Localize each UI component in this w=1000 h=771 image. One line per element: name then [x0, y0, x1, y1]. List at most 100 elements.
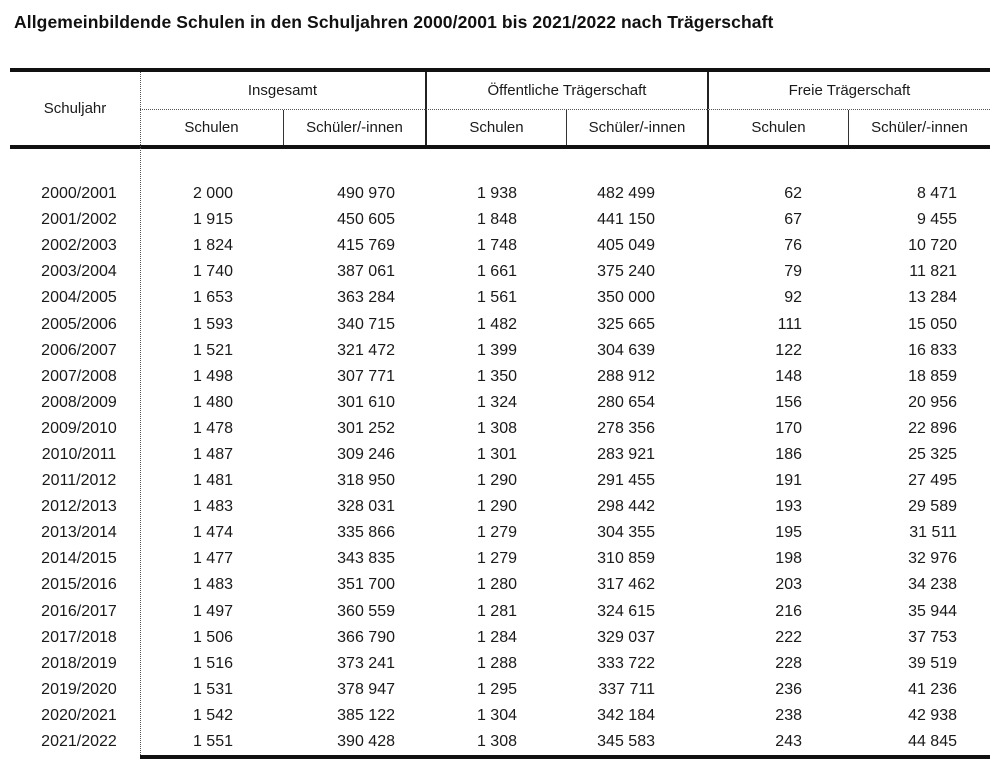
table-row: 2014/2015 1 477 343 835 1 279 310 859 19…	[10, 546, 990, 572]
cell-oeffentliche-schueler: 317 462	[597, 576, 655, 594]
cell-oeffentliche-schueler: 375 240	[597, 263, 655, 281]
cell-freie-schueler: 37 753	[908, 628, 957, 646]
cell-schuljahr: 2014/2015	[41, 550, 117, 568]
cell-freie-schueler: 27 495	[908, 472, 957, 490]
cell-freie-schulen: 186	[775, 445, 802, 463]
cell-insgesamt-schulen: 1 551	[192, 733, 233, 751]
cell-schuljahr: 2015/2016	[41, 576, 117, 594]
cell-insgesamt-schulen: 1 915	[192, 211, 233, 229]
cell-oeffentliche-schulen: 1 482	[476, 315, 517, 333]
column-header-freie-schueler: Schüler/-innen	[848, 110, 990, 145]
cell-freie-schueler: 34 238	[908, 576, 957, 594]
cell-oeffentliche-schueler: 333 722	[597, 654, 655, 672]
table-row: 2020/2021 1 542 385 122 1 304 342 184 23…	[10, 703, 990, 729]
column-header-insgesamt-schulen: Schulen	[184, 119, 239, 136]
cell-freie-schueler: 13 284	[908, 289, 957, 307]
cell-freie-schulen: 243	[775, 733, 802, 751]
cell-oeffentliche-schulen: 1 661	[476, 263, 517, 281]
table-bottom-rule	[140, 755, 990, 760]
cell-oeffentliche-schueler: 345 583	[597, 733, 655, 751]
cell-oeffentliche-schulen: 1 301	[476, 445, 517, 463]
cell-freie-schueler: 22 896	[908, 419, 957, 437]
cell-schuljahr: 2013/2014	[41, 524, 117, 542]
cell-oeffentliche-schueler: 337 711	[598, 680, 655, 698]
cell-freie-schulen: 62	[784, 185, 802, 203]
cell-oeffentliche-schueler: 291 455	[597, 472, 655, 490]
table-row: 2017/2018 1 506 366 790 1 284 329 037 22…	[10, 625, 990, 651]
table-row: 2021/2022 1 551 390 428 1 308 345 583 24…	[10, 729, 990, 755]
cell-freie-schulen: 156	[775, 393, 802, 411]
cell-insgesamt-schueler: 490 970	[337, 185, 395, 203]
cell-freie-schulen: 228	[775, 654, 802, 672]
schools-table: Schuljahr Insgesamt Öffentliche Trägersc…	[10, 68, 990, 760]
cell-oeffentliche-schueler: 280 654	[597, 393, 655, 411]
cell-schuljahr: 2003/2004	[41, 263, 117, 281]
table-row: 2006/2007 1 521 321 472 1 399 304 639 12…	[10, 338, 990, 364]
cell-freie-schulen: 238	[775, 706, 802, 724]
cell-oeffentliche-schueler: 325 665	[597, 315, 655, 333]
cell-insgesamt-schueler: 321 472	[337, 341, 395, 359]
cell-oeffentliche-schulen: 1 304	[476, 706, 517, 724]
cell-insgesamt-schulen: 1 593	[192, 315, 233, 333]
column-header-oeffentliche-schueler: Schüler/-innen	[566, 110, 707, 145]
cell-freie-schueler: 18 859	[908, 367, 957, 385]
cell-insgesamt-schulen: 1 740	[192, 263, 233, 281]
cell-insgesamt-schulen: 1 487	[192, 445, 233, 463]
cell-freie-schueler: 41 236	[908, 680, 957, 698]
cell-insgesamt-schulen: 1 542	[192, 706, 233, 724]
cell-freie-schulen: 198	[775, 550, 802, 568]
cell-oeffentliche-schueler: 304 639	[597, 341, 655, 359]
cell-oeffentliche-schulen: 1 288	[476, 654, 517, 672]
cell-insgesamt-schulen: 1 824	[192, 237, 233, 255]
cell-schuljahr: 2001/2002	[41, 211, 117, 229]
cell-oeffentliche-schulen: 1 324	[476, 393, 517, 411]
cell-oeffentliche-schueler: 405 049	[597, 237, 655, 255]
cell-freie-schulen: 216	[775, 602, 802, 620]
table-row: 2015/2016 1 483 351 700 1 280 317 462 20…	[10, 572, 990, 598]
cell-oeffentliche-schueler: 283 921	[597, 445, 655, 463]
cell-schuljahr: 2008/2009	[41, 393, 117, 411]
table-header-gap	[10, 149, 990, 181]
cell-schuljahr: 2000/2001	[41, 185, 117, 203]
cell-oeffentliche-schulen: 1 281	[476, 602, 517, 620]
table-row: 2013/2014 1 474 335 866 1 279 304 355 19…	[10, 520, 990, 546]
cell-freie-schulen: 236	[775, 680, 802, 698]
column-group-freie-traegerschaft: Freie Trägerschaft	[707, 72, 990, 110]
cell-oeffentliche-schulen: 1 308	[476, 419, 517, 437]
table-header: Schuljahr Insgesamt Öffentliche Trägersc…	[10, 72, 990, 145]
cell-schuljahr: 2007/2008	[41, 367, 117, 385]
cell-oeffentliche-schulen: 1 279	[476, 550, 517, 568]
table-row: 2008/2009 1 480 301 610 1 324 280 654 15…	[10, 390, 990, 416]
cell-insgesamt-schulen: 1 506	[192, 628, 233, 646]
cell-insgesamt-schulen: 1 480	[192, 393, 233, 411]
cell-oeffentliche-schueler: 278 356	[597, 419, 655, 437]
column-header-oeffentliche-schulen: Schulen	[425, 110, 566, 145]
cell-oeffentliche-schueler: 324 615	[597, 602, 655, 620]
table-row: 2016/2017 1 497 360 559 1 281 324 615 21…	[10, 599, 990, 625]
cell-oeffentliche-schueler: 288 912	[597, 367, 655, 385]
cell-freie-schueler: 10 720	[908, 237, 957, 255]
cell-insgesamt-schueler: 309 246	[337, 445, 395, 463]
cell-insgesamt-schulen: 1 474	[192, 524, 233, 542]
cell-oeffentliche-schueler: 304 355	[597, 524, 655, 542]
cell-oeffentliche-schulen: 1 848	[476, 211, 517, 229]
cell-schuljahr: 2020/2021	[41, 706, 117, 724]
cell-freie-schueler: 39 519	[908, 654, 957, 672]
cell-insgesamt-schueler: 415 769	[337, 237, 395, 255]
cell-freie-schulen: 222	[775, 628, 802, 646]
cell-insgesamt-schulen: 1 481	[192, 472, 233, 490]
cell-oeffentliche-schulen: 1 561	[476, 289, 517, 307]
cell-insgesamt-schueler: 363 284	[337, 289, 395, 307]
table-row: 2007/2008 1 498 307 771 1 350 288 912 14…	[10, 364, 990, 390]
cell-insgesamt-schueler: 301 610	[337, 393, 395, 411]
cell-oeffentliche-schulen: 1 748	[476, 237, 517, 255]
cell-insgesamt-schulen: 1 498	[192, 367, 233, 385]
cell-freie-schueler: 25 325	[908, 445, 957, 463]
cell-oeffentliche-schueler: 329 037	[597, 628, 655, 646]
cell-oeffentliche-schulen: 1 284	[476, 628, 517, 646]
cell-schuljahr: 2021/2022	[41, 733, 117, 751]
cell-insgesamt-schueler: 387 061	[337, 263, 395, 281]
table-row: 2009/2010 1 478 301 252 1 308 278 356 17…	[10, 416, 990, 442]
cell-insgesamt-schueler: 450 605	[337, 211, 395, 229]
table-row: 2003/2004 1 740 387 061 1 661 375 240 79…	[10, 259, 990, 285]
